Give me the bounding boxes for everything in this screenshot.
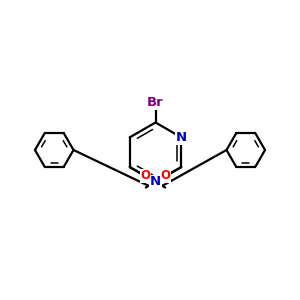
Text: O: O — [161, 169, 171, 182]
Text: O: O — [140, 169, 150, 182]
Text: Br: Br — [147, 96, 164, 109]
Text: N: N — [150, 176, 161, 188]
Text: N: N — [176, 131, 187, 144]
